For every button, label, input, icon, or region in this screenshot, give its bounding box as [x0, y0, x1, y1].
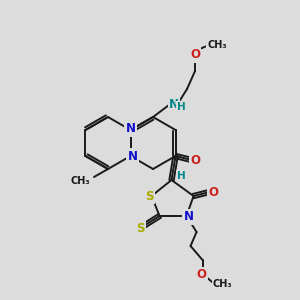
Text: CH₃: CH₃: [207, 40, 227, 50]
Text: O: O: [208, 185, 218, 199]
Text: N: N: [184, 211, 194, 224]
Text: N: N: [169, 98, 179, 112]
Text: CH₃: CH₃: [70, 176, 90, 186]
Text: H: H: [177, 171, 186, 181]
Text: N: N: [128, 149, 137, 163]
Text: O: O: [190, 154, 200, 166]
Text: H: H: [177, 102, 185, 112]
Text: O: O: [190, 49, 200, 62]
Text: O: O: [196, 268, 206, 281]
Text: CH₃: CH₃: [213, 279, 232, 289]
Text: S: S: [145, 190, 154, 202]
Text: N: N: [125, 122, 136, 136]
Text: S: S: [136, 221, 145, 235]
